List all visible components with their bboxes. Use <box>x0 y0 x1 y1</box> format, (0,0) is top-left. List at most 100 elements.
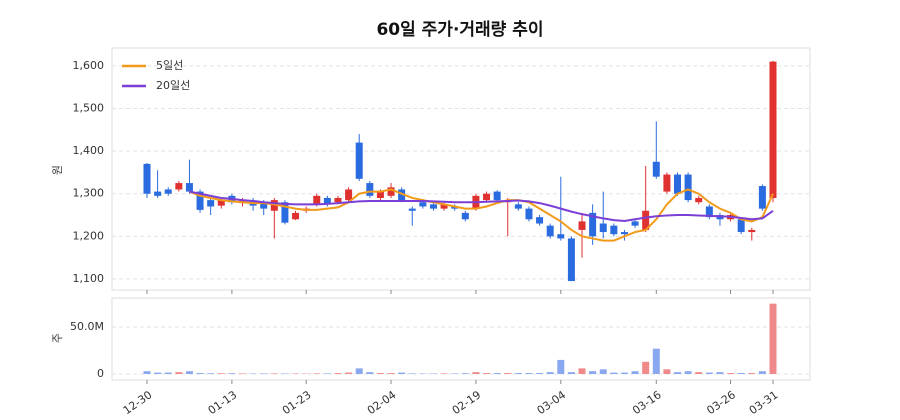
candle-body <box>185 183 193 192</box>
candle-body <box>578 221 586 230</box>
candle-body <box>652 161 660 177</box>
y-tick-label: 0 <box>97 367 104 380</box>
candle-body <box>695 197 703 203</box>
volume-bar <box>270 373 278 374</box>
volume-bar <box>164 372 172 374</box>
candle-body <box>684 174 692 201</box>
volume-bar <box>642 361 650 374</box>
candle-body <box>536 217 544 224</box>
candle-body <box>408 208 416 211</box>
volume-bar <box>196 373 204 374</box>
ma-line <box>189 190 774 222</box>
y-tick-label: 1,100 <box>73 272 105 285</box>
volume-bar <box>408 373 416 374</box>
x-tick-label: 03-04 <box>535 388 569 417</box>
candle-body <box>620 232 628 235</box>
candle-body <box>196 191 204 210</box>
candle-body <box>599 223 607 233</box>
candle-body <box>366 183 374 196</box>
volume-bar <box>674 372 682 374</box>
volume-bar <box>440 373 448 374</box>
candle-body <box>313 195 321 205</box>
volume-bar <box>366 372 374 374</box>
volume-bar <box>143 371 151 374</box>
volume-bar <box>260 373 268 374</box>
volume-bar <box>355 368 363 374</box>
candle-body <box>345 189 353 201</box>
y-tick-label: 1,200 <box>73 229 105 242</box>
candle-body <box>143 163 151 194</box>
volume-bar <box>514 373 522 374</box>
candle-body <box>281 202 289 223</box>
volume-bar <box>387 373 395 374</box>
candle-body <box>663 174 671 192</box>
candle-body <box>483 193 491 201</box>
x-tick-label: 02-19 <box>450 388 484 417</box>
y-tick-label: 1,400 <box>73 144 105 157</box>
candle-body <box>769 61 777 198</box>
x-tick-label: 03-26 <box>704 388 738 417</box>
x-tick-label: 01-13 <box>206 388 240 417</box>
volume-bar <box>758 371 766 374</box>
volume-bar <box>313 373 321 374</box>
legend-label: 5일선 <box>156 58 183 72</box>
candle-body <box>355 142 363 179</box>
volume-bar <box>398 372 406 374</box>
candle-body <box>737 219 745 233</box>
y-tick-label: 1,600 <box>73 59 105 72</box>
volume-bar <box>461 373 469 374</box>
candle-body <box>758 186 766 209</box>
volume-bar <box>567 372 575 374</box>
ma-line <box>189 188 774 242</box>
volume-bar <box>589 371 597 374</box>
candle-body <box>154 191 162 196</box>
volume-bar <box>652 348 660 374</box>
volume-bar <box>525 373 533 374</box>
volume-bar <box>748 373 756 374</box>
candle-body <box>323 197 331 205</box>
y-axis-label: 원 <box>51 165 64 175</box>
volume-bar <box>334 373 342 374</box>
volume-bar <box>631 371 639 374</box>
candle-body <box>546 225 554 237</box>
volume-bar <box>536 373 544 374</box>
y-tick-label: 1,500 <box>73 102 105 115</box>
x-tick-label: 12-30 <box>121 388 155 417</box>
candle-body <box>419 202 427 207</box>
candle-body <box>270 200 278 211</box>
candle-body <box>461 212 469 220</box>
candle-body <box>748 229 756 233</box>
candle-body <box>387 187 395 196</box>
candle-body <box>440 204 448 209</box>
candle-body <box>207 200 215 207</box>
x-tick-label: 02-04 <box>365 388 399 417</box>
candle-body <box>705 206 713 218</box>
volume-bar <box>345 372 353 374</box>
plot-frame <box>111 297 811 381</box>
volume-bar <box>376 373 384 374</box>
candle-body <box>429 204 437 209</box>
volume-bar <box>684 371 692 374</box>
plot-frame <box>111 47 811 291</box>
volume-bar <box>154 372 162 374</box>
volume-bar <box>228 373 236 374</box>
candle-body <box>376 191 384 198</box>
candle-body <box>292 212 300 220</box>
candle-body <box>525 208 533 220</box>
volume-bar <box>185 371 193 374</box>
volume-bar <box>578 368 586 374</box>
volume-bar <box>599 369 607 374</box>
volume-bar <box>483 373 491 374</box>
volume-bar <box>737 373 745 374</box>
candle-body <box>642 210 650 230</box>
volume-bar <box>557 359 565 374</box>
candle-body <box>260 202 268 209</box>
volume-bar <box>207 373 215 374</box>
candle-body <box>514 204 522 209</box>
volume-bar <box>504 373 512 374</box>
y-axis-label: 주 <box>51 333 64 343</box>
chart-title: 60일 주가·거래량 추이 <box>376 20 543 40</box>
candle-body <box>334 197 342 203</box>
x-tick-label: 03-16 <box>630 388 664 417</box>
